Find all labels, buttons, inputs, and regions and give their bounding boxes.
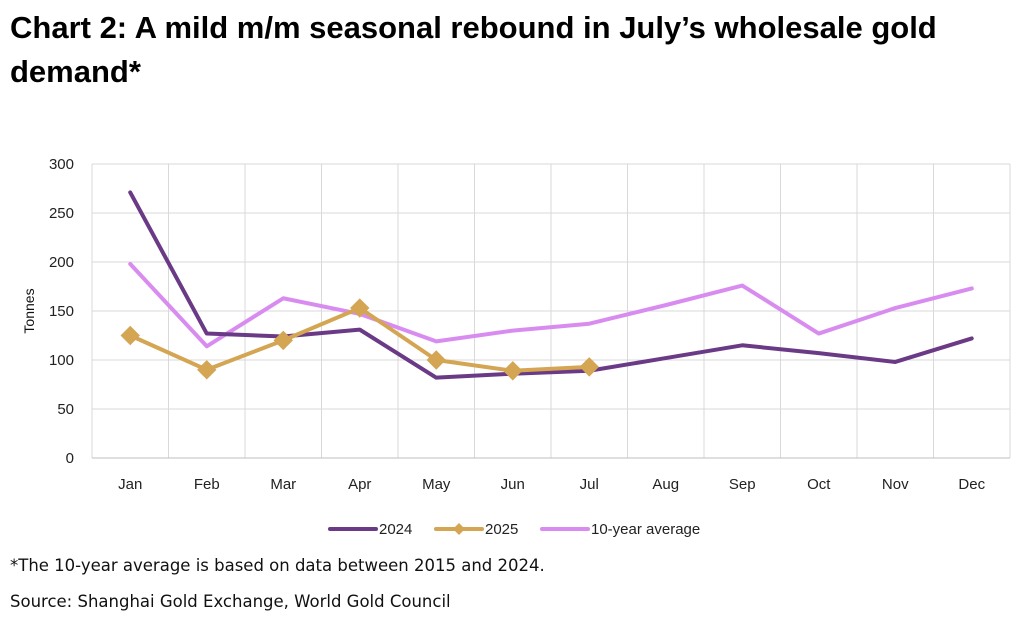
series-line-10-year-average xyxy=(128,261,974,349)
x-tick-label: Nov xyxy=(882,476,909,493)
data-point-marker xyxy=(426,350,446,370)
x-tick-label: Jan xyxy=(118,476,142,493)
grid xyxy=(91,163,1011,459)
legend-label: 2024 xyxy=(379,521,412,538)
x-tick-label: Aug xyxy=(652,476,679,493)
x-tick-label: Jun xyxy=(501,476,525,493)
x-tick-label: May xyxy=(422,476,451,493)
y-tick-label: 100 xyxy=(49,352,74,369)
x-tick-label: Apr xyxy=(348,476,371,493)
axes: 0 50 100 150 200 250 300 Jan Feb Mar Apr May Jun Jul A… xyxy=(49,156,1010,493)
data-point-marker xyxy=(503,361,523,381)
y-tick-label: 50 xyxy=(57,401,74,418)
legend-marker xyxy=(453,523,465,535)
x-tick-label: Dec xyxy=(958,476,985,493)
y-tick-label: 150 xyxy=(49,303,74,320)
data-point-marker xyxy=(273,330,293,351)
series-lines xyxy=(120,190,974,381)
x-tick-label: Mar xyxy=(270,476,296,493)
legend: 2024 2025 10-year average xyxy=(328,521,700,538)
x-tick-label: Feb xyxy=(194,476,220,493)
series-line-2024 xyxy=(128,190,974,380)
chart-title: Chart 2: A mild m/m seasonal rebound in … xyxy=(10,10,937,89)
source-note: Source: Shanghai Gold Exchange, World Go… xyxy=(10,592,451,611)
y-axis-label: Tonnes xyxy=(21,288,37,333)
x-tick-label: Oct xyxy=(807,476,831,493)
y-tick-label: 0 xyxy=(66,450,74,467)
footnote: *The 10-year average is based on data be… xyxy=(10,556,545,575)
x-tick-label: Sep xyxy=(729,476,756,493)
y-tick-label: 300 xyxy=(49,156,74,173)
data-point-marker xyxy=(579,357,599,377)
legend-label: 2025 xyxy=(485,521,518,538)
y-tick-label: 250 xyxy=(49,205,74,222)
y-tick-label: 200 xyxy=(49,254,74,271)
data-point-marker xyxy=(350,298,370,318)
legend-label: 10-year average xyxy=(591,521,700,538)
data-point-marker xyxy=(120,325,140,346)
data-point-marker xyxy=(197,360,217,380)
x-tick-label: Jul xyxy=(580,476,599,493)
